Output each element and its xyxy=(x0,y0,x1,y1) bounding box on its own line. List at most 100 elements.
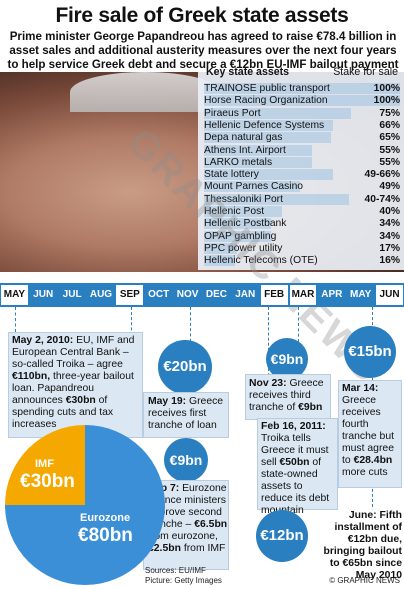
asset-name: OPAP gambling xyxy=(204,230,277,242)
asset-name: Hellenic Postbank xyxy=(204,218,287,230)
pie-imf-value: €30bn xyxy=(20,471,75,492)
timeline-month: FEB xyxy=(260,285,288,305)
stake-bar xyxy=(204,107,351,119)
stake-bar xyxy=(204,169,334,181)
event-mar14-text: Mar 14: Greece receives fourth tranche b… xyxy=(342,383,394,478)
stem-nov23 xyxy=(190,307,191,347)
event-feb16-box xyxy=(257,418,338,510)
asset-name: Horse Racing Organization xyxy=(204,95,328,107)
table-row: Hellenic Telecoms (OTE) 16% xyxy=(204,255,400,267)
event-june-circle: €12bn xyxy=(256,510,308,562)
asset-stake: 17% xyxy=(379,242,400,254)
asset-name: Piraeus Port xyxy=(204,107,261,119)
table-row: Hellenic Post 40% xyxy=(204,206,400,217)
asset-name: Hellenic Post xyxy=(204,206,265,217)
asset-name: Hellenic Defence Systems xyxy=(204,119,325,131)
timeline-month: JUL xyxy=(62,289,82,300)
asset-stake: 100% xyxy=(373,83,400,94)
timeline-month: NOV xyxy=(176,289,199,300)
stake-bar xyxy=(204,230,271,242)
timeline-month: DEC xyxy=(205,289,227,300)
table-header-left: Key state assets xyxy=(206,66,290,78)
timeline-month: JUN xyxy=(376,285,403,305)
asset-stake: 34% xyxy=(379,230,400,242)
asset-stake: 100% xyxy=(373,95,400,107)
asset-stake: 49% xyxy=(379,181,400,193)
timeline-month: JAN xyxy=(235,289,256,300)
picture-credit: Picture: Getty Images xyxy=(145,576,222,585)
graphic-news-credit: © GRAPHIC NEWS xyxy=(329,576,400,585)
stake-bar xyxy=(204,255,236,267)
timeline-month: MAY xyxy=(350,289,372,300)
event-may2-box xyxy=(8,332,143,438)
table-row: OPAP gambling 34% xyxy=(204,230,400,242)
stake-bar xyxy=(204,181,301,193)
timeline-month: MAY xyxy=(1,285,28,305)
stem-mar14 xyxy=(298,307,299,342)
event-feb16-text: Feb 16, 2011: Troika tells Greece it mus… xyxy=(261,421,330,516)
timeline-month: MAR xyxy=(289,285,317,305)
stake-bar xyxy=(204,119,334,131)
asset-stake: 66% xyxy=(379,119,400,131)
event-may19-text: May 19: Greece receives first tranche of… xyxy=(148,396,224,431)
subtitle: Prime minister George Papandreou has agr… xyxy=(7,30,399,71)
asset-stake: 16% xyxy=(379,255,400,267)
table-row: Mount Parnes Casino 49% xyxy=(204,181,400,193)
table-row: Depa natural gas 65% xyxy=(204,132,400,144)
event-june-text: June: Fifth installment of €12bn due, br… xyxy=(323,510,403,581)
asset-name: Depa natural gas xyxy=(204,132,283,144)
stem-may2 xyxy=(15,307,16,332)
timeline-month: SEP xyxy=(116,285,144,305)
asset-stake: 40-74% xyxy=(364,193,401,205)
event-sep7-text: Sep 7: Eurozone finance ministers approv… xyxy=(148,483,228,554)
stake-bar xyxy=(204,242,238,254)
event-mar14-circle: €15bn xyxy=(344,326,396,378)
event-may19-box xyxy=(143,392,229,438)
event-nov23-box xyxy=(245,374,331,420)
timeline-month: AUG xyxy=(89,289,113,300)
asset-stake: 55% xyxy=(379,156,400,168)
table-row: Horse Racing Organization 100% xyxy=(204,95,400,107)
stake-bar xyxy=(204,95,400,107)
pie-euro-label: Eurozone xyxy=(80,512,131,524)
stake-bar xyxy=(204,144,312,156)
asset-name: Mount Parnes Casino xyxy=(204,181,304,193)
timeline-month: APR xyxy=(321,289,343,300)
asset-name: Hellenic Telecoms (OTE) xyxy=(204,255,318,267)
event-nov23-text: Nov 23: Greece receives third tranche of… xyxy=(249,378,324,413)
page-title: Fire sale of Greek state assets xyxy=(55,4,349,27)
table-row: Thessaloniki Port 40-74% xyxy=(204,193,401,205)
pie-imf-label: IMF xyxy=(35,458,54,470)
table-row: Hellenic Defence Systems 66% xyxy=(204,119,400,131)
stake-bar xyxy=(204,83,400,94)
timeline-month: JUN xyxy=(33,289,54,300)
event-nov23-circle: €9bn xyxy=(266,338,308,380)
asset-stake: 75% xyxy=(379,107,400,119)
table-row: State lottery 49-66% xyxy=(204,169,401,181)
asset-stake: 65% xyxy=(379,132,400,144)
asset-name: PPC power utility xyxy=(204,242,283,254)
asset-name: TRAINOSE public transport xyxy=(204,83,330,94)
asset-stake: 49-66% xyxy=(364,169,401,181)
sources: Sources: EU/IMF xyxy=(145,566,206,575)
event-sep7-circle: €9bn xyxy=(164,438,208,482)
table-row: TRAINOSE public transport 100% xyxy=(204,83,400,94)
stake-bar xyxy=(204,218,271,230)
table-row: LARKO metals 55% xyxy=(204,156,400,168)
asset-stake: 40% xyxy=(379,206,400,217)
table-row: Hellenic Postbank 34% xyxy=(204,218,400,230)
table-header-right: Stake for sale xyxy=(333,66,398,78)
timeline-bar xyxy=(0,283,404,307)
stake-bar xyxy=(204,193,350,205)
asset-stake: 55% xyxy=(379,144,400,156)
asset-name: Athens Int. Airport xyxy=(204,144,286,156)
asset-name: Thessaloniki Port xyxy=(204,193,283,205)
stake-bar xyxy=(204,132,332,144)
asset-stake: 34% xyxy=(379,218,400,230)
table-row: Athens Int. Airport 55% xyxy=(204,144,400,156)
photo-hair xyxy=(70,72,220,112)
event-mar14-box xyxy=(338,380,402,488)
event-may2-text: May 2, 2010: EU, IMF and European Centra… xyxy=(12,335,135,430)
pie-euro-value: €80bn xyxy=(78,525,133,546)
table-row: Piraeus Port 75% xyxy=(204,107,400,119)
